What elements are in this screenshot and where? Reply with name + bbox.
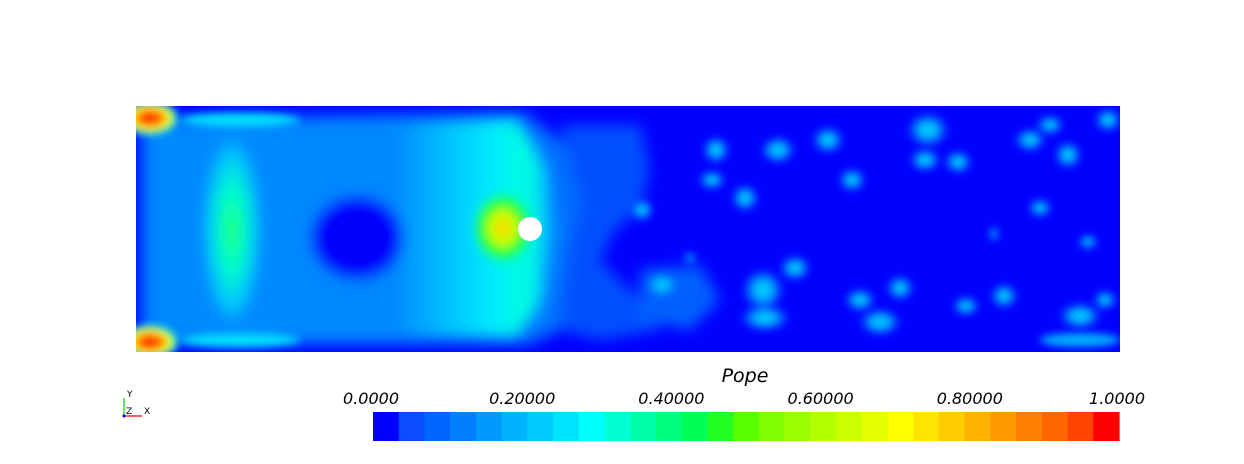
color-bar-swatch [630, 412, 657, 441]
color-bar-swatch [527, 412, 554, 441]
color-bar-swatch [938, 412, 966, 441]
color-bar-swatch [810, 412, 837, 441]
legend-tick-label: 0.40000 [638, 389, 705, 408]
color-bar-swatch [1016, 412, 1043, 441]
color-bar-swatch [990, 412, 1017, 441]
color-bar-swatch [1067, 412, 1094, 441]
color-bar [373, 412, 1120, 441]
color-bar-swatch [784, 412, 811, 441]
color-bar-swatch [1041, 412, 1069, 441]
color-bar-swatch [887, 412, 914, 441]
color-bar-swatch [553, 412, 580, 441]
color-bar-swatch [450, 412, 477, 441]
color-bar-swatch [733, 412, 760, 441]
legend-tick-label: 0.0000 [343, 389, 399, 408]
color-bar-swatch [836, 412, 863, 441]
color-bar-swatch [681, 412, 709, 441]
z-axis-dot [122, 414, 126, 418]
z-axis-label: Z [126, 407, 133, 417]
color-bar-swatch [1093, 412, 1120, 441]
legend-tick-label: 0.60000 [787, 389, 854, 408]
downstream-blobs [630, 108, 1120, 336]
legend-tick-label: 0.80000 [936, 389, 1003, 408]
color-bar-swatch [578, 412, 606, 441]
color-bar-swatch [475, 412, 503, 441]
legend-tick-label: 1.0000 [1089, 389, 1145, 408]
color-bar-swatch [373, 412, 400, 441]
cylinder-obstacle [518, 217, 542, 241]
color-bar-swatch [655, 412, 683, 441]
cavity [311, 196, 403, 280]
color-bar-swatch [398, 412, 426, 441]
color-bar-swatch [913, 412, 940, 441]
color-bar-swatch [758, 412, 786, 441]
color-bar-swatch [707, 412, 734, 441]
corner-hotspot-top [136, 106, 180, 136]
color-bar-swatch [964, 412, 991, 441]
legend-title: Pope [721, 365, 769, 387]
x-axis-label: X [144, 407, 151, 417]
legend-tick-label: 0.20000 [489, 389, 556, 408]
vertical-streak [202, 130, 262, 330]
color-bar-swatch [604, 412, 631, 441]
color-bar-swatch [501, 412, 528, 441]
corner-hotspot-bottom [136, 324, 180, 352]
color-bar-swatch [861, 412, 889, 441]
y-axis-label: Y [127, 390, 133, 400]
orientation-axes: Y Z X [118, 390, 158, 422]
wake-hotspot [469, 188, 537, 268]
color-bar-swatch [424, 412, 451, 441]
